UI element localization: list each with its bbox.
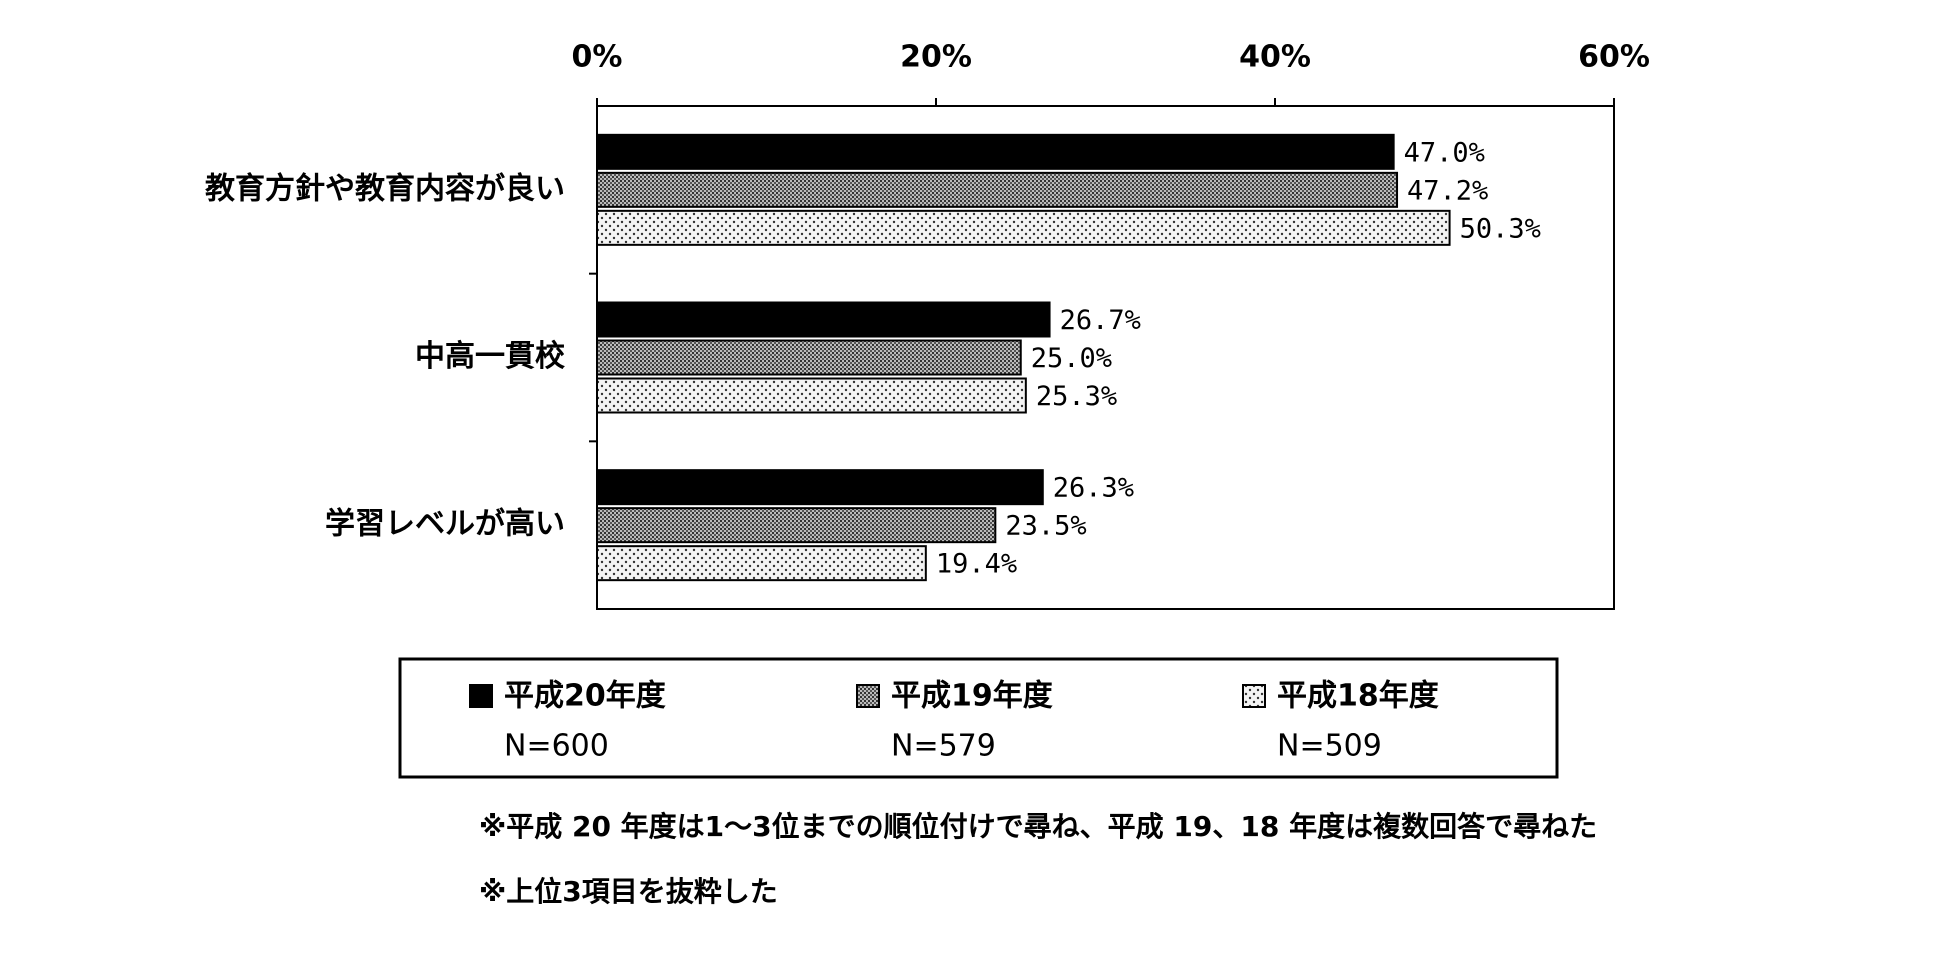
legend-box [398,657,1559,779]
bar [596,469,1044,506]
bar [596,301,1051,338]
category-label: 中高一貫校 [415,339,565,374]
value-label: 26.7% [1060,305,1141,336]
bar [596,209,1451,246]
category-label: 学習レベルが高い [325,507,565,542]
footnote: ※上位3項目を抜粋した [479,875,778,908]
value-label: 26.3% [1053,473,1134,504]
legend-n: N=579 [891,729,996,764]
category-label: 教育方針や教育内容が良い [205,171,565,206]
bar [596,377,1027,414]
value-label: 47.0% [1404,137,1485,168]
value-label: 23.5% [1005,511,1086,542]
legend-swatch [1242,684,1266,708]
bar [596,133,1395,170]
footnote: ※平成 20 年度は1～3位までの順位付けで尋ね、平成 19、18 年度は複数回… [479,810,1597,843]
value-label: 50.3% [1460,213,1541,244]
bar [596,171,1399,208]
bar [596,339,1022,376]
legend-swatch [469,684,493,708]
x-tick-label: 60% [1578,40,1650,75]
bar [596,545,927,582]
x-tick-label: 20% [900,40,972,75]
x-tick-label: 0% [572,40,623,75]
legend-swatch [856,684,880,708]
value-label: 25.3% [1036,381,1117,412]
legend-n: N=600 [504,729,609,764]
bar [596,507,997,544]
legend-n: N=509 [1277,729,1382,764]
legend-label: 平成20年度 [504,679,666,714]
x-tick-label: 40% [1239,40,1311,75]
value-label: 25.0% [1031,343,1112,374]
value-label: 47.2% [1407,175,1488,206]
value-label: 19.4% [936,549,1017,580]
legend-label: 平成19年度 [891,679,1053,714]
legend-label: 平成18年度 [1277,679,1439,714]
